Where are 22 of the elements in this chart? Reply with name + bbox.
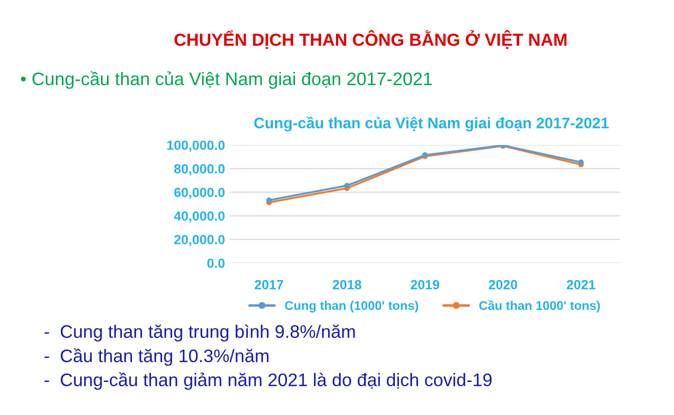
legend-label: Cầu than 1000' tons) bbox=[479, 300, 600, 312]
y-tick-label: 0.0 bbox=[207, 258, 225, 268]
x-tick-label: 2017 bbox=[254, 280, 284, 290]
chart-title: CHUYỂN DỊCH THAN CÔNG BẰNG Ở VIỆT NAM bbox=[174, 30, 566, 49]
point bbox=[344, 182, 350, 188]
x-tick-label: 2018 bbox=[332, 280, 362, 290]
y-tick-label: 40,000.0 bbox=[174, 211, 225, 223]
y-tick-label: 80,000.0 bbox=[174, 164, 225, 176]
point bbox=[266, 197, 272, 203]
point bbox=[578, 159, 584, 166]
text: - Cầu than tăng 10.3%/năm bbox=[44, 348, 268, 366]
chart-subtitle: • Cung-cầu than của Việt Nam giai đoạn 2017-2021 bbox=[20, 71, 432, 89]
text: - Cung than tăng trung bình 9.8%/năm bbox=[44, 324, 355, 342]
text: Cung-cầu than của Việt Nam giai đoạn 2017-2021 bbox=[254, 116, 609, 132]
text: - Cung-cầu than giảm năm 2021 là do đại dịch covid-19 bbox=[44, 372, 492, 390]
y-tick-label: 20,000.0 bbox=[174, 234, 225, 246]
x-tick-label: 2021 bbox=[566, 280, 596, 290]
legend-label: Cung than (1000' tons) bbox=[285, 300, 418, 312]
y-tick-label: 60,000.0 bbox=[174, 188, 225, 200]
y-tick-label: 100,000.0 bbox=[167, 140, 225, 152]
x-tick-label: 2020 bbox=[488, 280, 518, 290]
x-tick-label: 2019 bbox=[410, 280, 440, 290]
